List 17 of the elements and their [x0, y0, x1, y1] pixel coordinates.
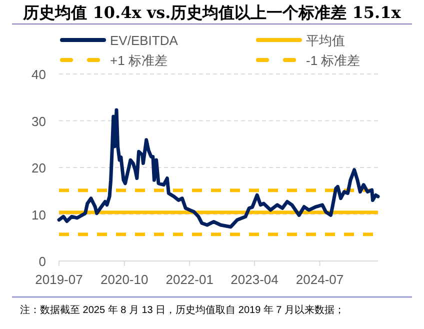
y-tick-label: 40: [32, 67, 46, 82]
legend-label: -1 标准差: [306, 53, 360, 68]
line-series: [57, 108, 380, 229]
y-tick-label: 10: [32, 207, 46, 222]
x-tick-label: 2019-07: [35, 272, 83, 287]
y-tick-label: 30: [32, 114, 46, 129]
legend-label: 平均值: [306, 33, 345, 48]
x-tick-label: 2023-04: [230, 272, 278, 287]
chart-title: 历史均值 10.4x vs.历史均值以上一个标准差 15.1x: [22, 3, 402, 22]
x-tick-label: 2020-10: [100, 272, 148, 287]
y-tick-label: 0: [38, 254, 46, 269]
text: 注：数据截至 2025 年 8 月 13 日，历史均值取自 2019 年 7 月以来数据；: [20, 304, 345, 316]
legend-label: +1 标准差: [110, 53, 168, 68]
x-tick-label: 2022-01: [166, 272, 214, 287]
x-tick-label: 2024-07: [296, 272, 344, 287]
legend-label: EV/EBITDA: [110, 33, 178, 48]
y-tick-label: 20: [32, 160, 46, 176]
